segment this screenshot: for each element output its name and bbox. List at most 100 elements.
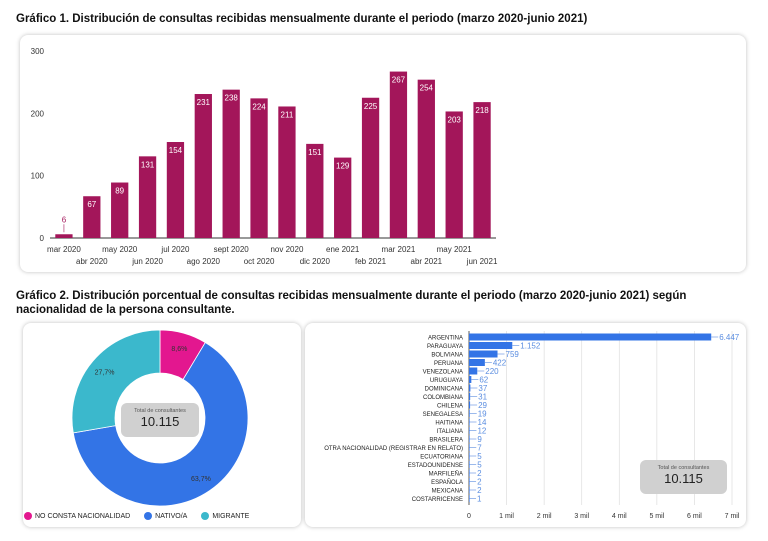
- bar: [469, 410, 470, 417]
- x-tick-label: jul 2020: [160, 245, 190, 254]
- bar: [417, 79, 435, 238]
- data-label: 231: [197, 98, 211, 107]
- legend-item-no-consta: NO CONSTA NACIONALIDAD: [24, 512, 130, 520]
- category-label: HAITIANA: [435, 421, 463, 427]
- bar: [469, 342, 513, 349]
- legend-item-nativo: NATIVO/A: [144, 512, 187, 520]
- legend-label: NO CONSTA NACIONALIDAD: [35, 512, 131, 520]
- data-label: 422: [493, 359, 507, 368]
- donut-total-value: 10.115: [140, 414, 180, 429]
- data-label: 62: [479, 376, 488, 385]
- legend-dot-icon: [144, 512, 153, 520]
- category-label: URUGUAYA: [430, 378, 463, 384]
- y-tick-label: 300: [31, 47, 45, 56]
- category-label: BOLIVIANA: [431, 353, 463, 359]
- data-label: 12: [477, 427, 486, 436]
- x-tick-label: mar 2020: [47, 245, 81, 254]
- category-label: COLOMBIANA: [423, 395, 463, 401]
- bar-total-label: Total de consultantes: [657, 465, 710, 471]
- data-label: 1: [477, 495, 482, 504]
- bar: [469, 376, 472, 383]
- data-label: 19: [478, 410, 487, 419]
- bar: [469, 427, 470, 434]
- data-label: 151: [308, 148, 322, 157]
- data-label: 29: [478, 401, 487, 410]
- data-label: 154: [169, 146, 183, 155]
- x-tick-label: may 2021: [437, 245, 473, 254]
- legend-label: NATIVO/A: [155, 512, 188, 520]
- x-tick-label: dic 2020: [300, 257, 331, 266]
- x-tick-label: jun 2020: [131, 257, 163, 266]
- bar: [55, 234, 73, 238]
- category-label: ECUATORIANA: [420, 455, 463, 461]
- data-label: 5: [477, 461, 482, 470]
- data-label: 7: [477, 444, 482, 453]
- category-label: BRASILERA: [429, 438, 463, 444]
- x-tick-label: ago 2020: [187, 257, 221, 266]
- bar: [469, 367, 478, 375]
- category-label: DOMINICANA: [425, 387, 463, 393]
- bar: [445, 111, 463, 238]
- x-tick-label: 4 mil: [612, 513, 627, 520]
- x-tick-label: abr 2020: [76, 257, 108, 266]
- bar: [83, 196, 101, 238]
- category-label: MARFILEÑA: [429, 471, 463, 478]
- chart1-title: Gráfico 1. Distribución de consultas rec…: [16, 13, 588, 25]
- bar: [278, 106, 296, 238]
- category-label: SENEGALESA: [423, 412, 463, 418]
- data-label: 238: [225, 94, 239, 103]
- y-tick-label: 200: [31, 109, 45, 118]
- x-tick-label: 2 mil: [537, 513, 552, 520]
- data-label: 14: [478, 418, 487, 427]
- bar: [469, 418, 470, 426]
- x-tick-label: sept 2020: [214, 245, 250, 254]
- x-tick-label: feb 2021: [355, 257, 387, 266]
- x-tick-label: 1 mil: [499, 513, 514, 520]
- bar: [469, 435, 470, 443]
- data-label: 67: [87, 200, 96, 209]
- data-label: 2: [477, 478, 482, 487]
- x-tick-label: oct 2020: [244, 257, 275, 266]
- data-label: 89: [115, 187, 124, 196]
- data-label: 2: [477, 486, 482, 495]
- category-label: PARAGUAYA: [427, 344, 463, 350]
- y-tick-label: 100: [31, 172, 45, 181]
- bar: [361, 97, 380, 238]
- category-label: CHILENA: [437, 404, 463, 410]
- x-tick-label: jun 2021: [466, 257, 498, 266]
- bar: [166, 142, 185, 238]
- legend-dot-icon: [24, 512, 32, 520]
- donut-total-box: Total de consultantes 10.115: [121, 403, 199, 437]
- legend-label: MIGRANTE: [212, 512, 250, 520]
- y-tick-label: 0: [40, 234, 45, 243]
- slice-label: 27,7%: [95, 369, 115, 376]
- donut-legend: NO CONSTA NACIONALIDAD NATIVO/A MIGRANTE: [24, 512, 249, 520]
- x-tick-label: 5 mil: [649, 513, 664, 520]
- bar: [138, 156, 157, 238]
- legend-item-migrante: MIGRANTE: [201, 512, 249, 520]
- data-label: 5: [477, 452, 482, 461]
- donut-total-label: Total de consultantes: [134, 408, 186, 414]
- data-label: 1.152: [520, 342, 541, 351]
- data-label: 220: [485, 367, 499, 376]
- x-tick-label: 7 mil: [725, 513, 740, 520]
- data-label: 131: [141, 160, 155, 169]
- bar: [473, 102, 491, 238]
- slice-label: 63,7%: [191, 476, 211, 483]
- x-tick-label: 3 mil: [574, 513, 589, 520]
- x-tick-label: 0: [467, 513, 471, 520]
- data-label: 267: [392, 76, 406, 85]
- chart1-card: 0 100 200 300 6 mar 2020 67 abr 2020 89 may 2020 1…: [20, 35, 746, 272]
- data-label: 6.447: [719, 333, 740, 342]
- data-label: 37: [478, 384, 487, 393]
- data-label: 254: [420, 84, 434, 93]
- data-label: 31: [478, 393, 487, 402]
- nationality-bar-chart: 0 1 mil 2 mil 3 mil 4 mil 5 mil 6 mil 7 mil ARGE…: [324, 331, 740, 520]
- x-tick-label: mar 2021: [382, 245, 416, 254]
- bar: [306, 143, 324, 238]
- category-label: ESPAÑOLA: [431, 479, 463, 486]
- x-tick-label: may 2020: [102, 245, 138, 254]
- nationality-bar-card: 0 1 mil 2 mil 3 mil 4 mil 5 mil 6 mil 7 mil ARGE…: [305, 323, 746, 527]
- monthly-bar-chart: 0 100 200 300 6 mar 2020 67 abr 2020 89 may 2020 1…: [31, 47, 498, 266]
- category-label: ARGENTINA: [428, 336, 463, 342]
